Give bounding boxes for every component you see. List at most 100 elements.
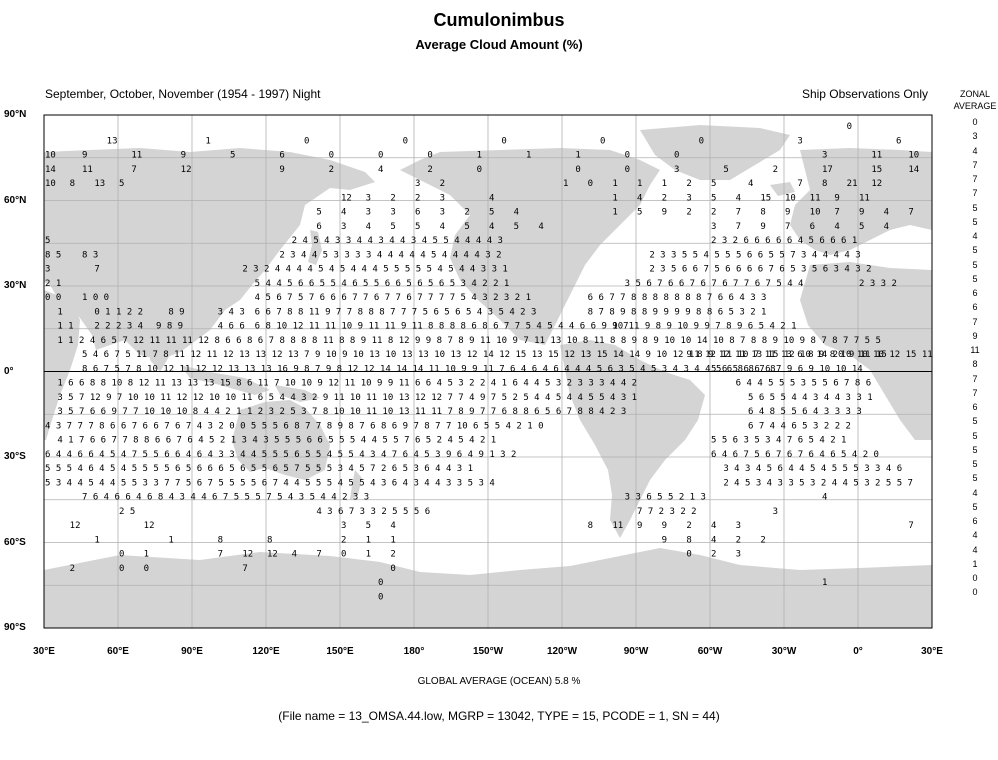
land-japan [308,230,322,265]
cell-value: 0 [119,550,124,560]
cell-value: 11 [810,193,821,203]
cell-value: 7 [94,265,99,275]
cell-value: 12 [267,550,278,560]
cell-value: 7 [131,165,136,175]
cell-value: 2 1 [45,279,61,289]
cell-value: 4 [748,179,753,189]
cell-value: 3 [341,222,346,232]
cell-value: 0 [625,165,630,175]
latitude-label: 30°S [4,451,26,462]
longitude-label: 150°E [326,646,354,657]
cell-value: 2 3 2 6 6 6 6 6 4 5 6 6 6 1 [711,236,857,246]
cell-value: 5 3 4 4 5 4 4 5 5 3 3 7 7 5 6 7 5 5 5 5 … [45,478,495,488]
cell-value: 7 [242,564,247,574]
global-average: GLOBAL AVERAGE (OCEAN) 5.8 % [417,676,581,687]
cell-value: 5 4 6 7 5 11 7 8 11 12 11 12 13 13 12 13… [82,350,933,360]
zonal-average-value: 5 [972,430,978,441]
cell-value: 5 [464,222,469,232]
cell-value: 5 5 6 3 5 3 4 7 6 5 4 2 1 [711,436,846,446]
cell-value: 11 [612,521,623,531]
cell-value: 9 [662,208,667,218]
cell-value: 1 1 [57,322,73,332]
cell-value: 8 [218,535,223,545]
cell-value: 3 4 3 [218,307,245,317]
cell-value: 2 [390,550,395,560]
cell-value: 0 [686,550,691,560]
cell-value: 1 [612,208,617,218]
cell-value: 2 [341,535,346,545]
cell-value: 4 [489,222,494,232]
cell-value: 2 [329,165,334,175]
zonal-average-value: 5 [972,459,978,469]
cell-value: 1 [822,578,827,588]
cell-value: 4 [514,208,519,218]
cell-value: 15 [760,193,771,203]
cell-value: 3 3 6 5 5 2 1 3 [625,493,706,503]
zonal-average-value: 5 [972,273,978,284]
cell-value: 0 0 [45,293,61,303]
cell-value: 9 [279,165,284,175]
cell-value: 3 [736,550,741,560]
cell-value: 2 [464,208,469,218]
cell-value: 5 [316,208,321,218]
zonal-average-heading: ZONAL AVERAGE [950,88,998,112]
cell-value: 0 [378,151,383,161]
cell-value: 4 [822,493,827,503]
longitude-label: 180° [403,646,425,657]
cell-value: 0 [501,136,506,146]
cell-value: 9 [834,193,839,203]
cell-value: 8 [267,535,272,545]
cell-value: 12 [181,165,192,175]
zonal-average-value: 6 [972,288,978,298]
cell-value: 6 4 6 7 5 6 7 6 7 6 4 6 5 4 2 0 [711,450,879,460]
cell-value: 12 [341,193,352,203]
cell-value: 0 1 1 2 2 [94,307,143,317]
cell-value: 10 [45,179,56,189]
cell-value: 21 [847,179,858,189]
zonal-average-value: 6 [972,302,978,313]
cell-value: 5 6 5 5 4 4 3 4 4 3 3 1 [748,393,873,403]
cell-value: 3 [711,222,716,232]
zonal-average-value: 4 [972,487,978,498]
zonal-average-value: 1 [972,558,978,569]
cell-value: 3 [822,151,827,161]
cell-value: 4 [711,521,716,531]
cell-value: 1 [205,136,210,146]
cell-value: 12 [144,521,155,531]
cell-value: 4 [292,550,297,560]
cell-value: 7 6 4 6 6 4 6 8 4 3 4 4 6 7 5 5 5 7 5 4 … [82,493,369,503]
cell-value: 8 [588,521,593,531]
cell-value: 4 [736,193,741,203]
cell-value: 4 3 7 7 7 8 6 6 7 6 6 7 6 7 4 3 2 0 0 5 … [45,421,544,431]
cell-value: 3 [736,521,741,531]
zonal-average-value: 9 [972,330,978,341]
zonal-average-value: 6 [972,516,978,526]
longitude-label: 60°W [697,646,723,657]
cell-value: 8 9 [168,307,184,317]
cell-value: 14 [45,165,56,175]
cell-value: 6 6 7 7 8 8 8 8 8 8 8 7 6 6 4 3 3 [588,293,767,303]
cell-value: 1 0 0 [82,293,109,303]
cell-value: 2 [686,521,691,531]
cell-value: 13 [107,136,118,146]
cell-value: 5 [230,151,235,161]
cell-value: 2 [686,179,691,189]
land-greenland [640,125,790,180]
cell-value: 4 [884,208,889,218]
cell-value: 13 [94,179,105,189]
cell-value: 2 [427,165,432,175]
land-india-peninsula [150,330,170,372]
cell-value: 3 [797,136,802,146]
cell-value: 4 [390,521,395,531]
cell-value: 6 [896,136,901,146]
cell-value: 0 [588,179,593,189]
latitude-label: 30°N [4,280,27,291]
cell-value: 1 [637,179,642,189]
cell-value: 3 [674,165,679,175]
zonal-average-value: 4 [972,544,978,555]
cell-value: 0 [674,151,679,161]
cell-value: 9 8 9 12 11 13 15 12 10 14 20 9 11 15 [686,350,886,360]
zonal-average-value: 7 [972,188,978,199]
cell-value: 4 [884,222,889,232]
cell-value: 17 [822,165,833,175]
